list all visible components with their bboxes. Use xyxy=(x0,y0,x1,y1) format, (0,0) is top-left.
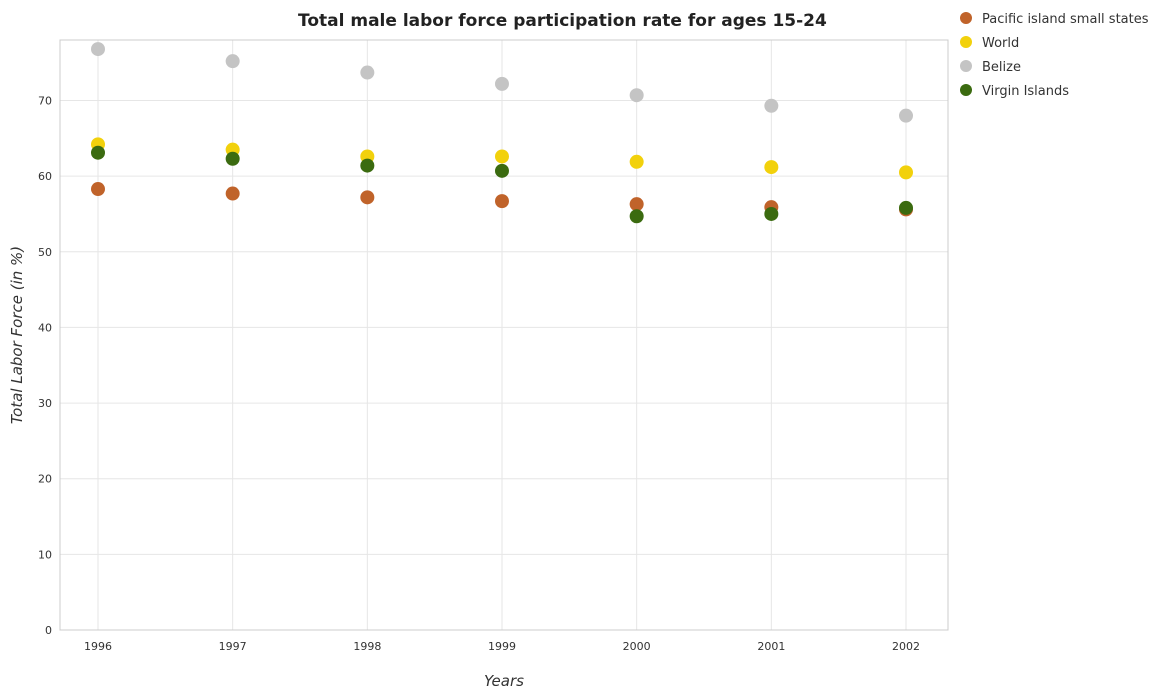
point-virgin-islands-2001 xyxy=(764,206,779,221)
point-pacific-island-small-states-1998 xyxy=(360,190,375,205)
legend-marker-pacific-island-small-states xyxy=(960,12,972,24)
point-virgin-islands-1999 xyxy=(495,163,509,178)
point-world-2001 xyxy=(764,160,779,175)
x-tick-label: 1997 xyxy=(219,640,247,653)
point-virgin-islands-1998 xyxy=(360,158,375,173)
x-tick-label: 2000 xyxy=(623,640,651,653)
y-axis-label: Total Labor Force (in %) xyxy=(8,246,26,424)
data-points xyxy=(91,42,913,224)
y-tick-label: 20 xyxy=(38,473,52,486)
point-virgin-islands-1996 xyxy=(91,145,105,160)
point-virgin-islands-1997 xyxy=(225,151,240,166)
legend-label: Pacific island small states xyxy=(982,12,1149,27)
y-tick-label: 30 xyxy=(38,397,52,410)
x-tick-label: 2001 xyxy=(757,640,785,653)
point-belize-2000 xyxy=(629,88,644,103)
point-virgin-islands-2000 xyxy=(629,209,644,224)
legend-label: Virgin Islands xyxy=(982,84,1069,99)
point-belize-1996 xyxy=(91,42,105,57)
y-tick-label: 50 xyxy=(38,246,52,259)
point-pacific-island-small-states-1999 xyxy=(495,194,509,209)
point-world-1999 xyxy=(495,149,509,164)
y-tick-label: 70 xyxy=(38,95,52,108)
point-world-2000 xyxy=(629,154,644,169)
y-tick-label: 40 xyxy=(38,321,52,334)
point-belize-2002 xyxy=(899,108,913,123)
point-belize-1998 xyxy=(360,65,375,80)
point-world-2002 xyxy=(899,165,913,180)
point-virgin-islands-2002 xyxy=(899,200,913,215)
point-pacific-island-small-states-2000 xyxy=(629,197,644,212)
point-pacific-island-small-states-1996 xyxy=(91,182,105,197)
x-axis-label: Years xyxy=(484,672,524,690)
grid-lines xyxy=(60,40,948,631)
y-tick-label: 60 xyxy=(38,170,52,183)
point-pacific-island-small-states-1997 xyxy=(225,186,240,201)
legend-marker-world xyxy=(960,36,972,48)
legend-marker-belize xyxy=(960,60,972,72)
legend: Pacific island small states World Belize Vi… xyxy=(960,12,1149,99)
plot-frame xyxy=(59,39,949,631)
x-tick-label: 1999 xyxy=(488,640,516,653)
x-tick-label: 1998 xyxy=(353,640,381,653)
x-tick-label: 2002 xyxy=(892,640,920,653)
point-belize-2001 xyxy=(764,98,779,113)
y-tick-label: 0 xyxy=(45,624,52,637)
legend-marker-virgin-islands xyxy=(960,84,972,96)
y-axis-ticks: 0 10 20 30 40 50 60 70 xyxy=(38,95,52,637)
legend-label: Belize xyxy=(982,60,1021,75)
legend-label: World xyxy=(982,36,1019,51)
point-belize-1997 xyxy=(225,54,240,69)
y-tick-label: 10 xyxy=(38,548,52,561)
chart-title: Total male labor force participation rat… xyxy=(298,11,827,31)
x-tick-label: 1996 xyxy=(84,640,112,653)
x-axis-ticks: 1996 1997 1998 1999 2000 2001 2002 xyxy=(84,640,920,653)
point-belize-1999 xyxy=(495,76,509,91)
